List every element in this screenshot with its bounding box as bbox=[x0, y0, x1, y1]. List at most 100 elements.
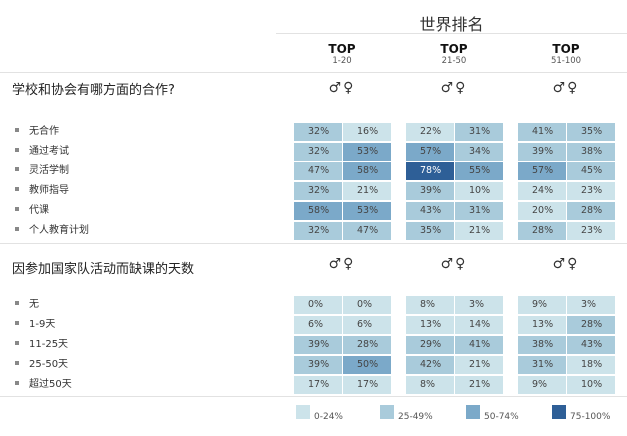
heatmap-cell: 9% bbox=[518, 376, 566, 394]
heatmap-cell: 39% bbox=[406, 182, 454, 200]
gender-symbols: ♂♀ bbox=[328, 256, 356, 272]
heatmap-cell: 47% bbox=[343, 222, 391, 240]
heatmap-cell: 28% bbox=[567, 202, 615, 220]
heatmap-cell: 53% bbox=[343, 202, 391, 220]
heatmap-cell: 20% bbox=[518, 202, 566, 220]
heatmap-cell: 3% bbox=[567, 296, 615, 314]
bullet-icon bbox=[15, 167, 19, 171]
heatmap-cell: 32% bbox=[294, 123, 342, 141]
column-header-top: TOP bbox=[552, 42, 580, 56]
row-label-text: 无合作 bbox=[29, 126, 59, 137]
row-label: 25-50天 bbox=[15, 356, 68, 374]
bullet-icon bbox=[15, 381, 19, 385]
heatmap-cell: 31% bbox=[455, 123, 503, 141]
heatmap-cell: 23% bbox=[567, 222, 615, 240]
row-label: 超过50天 bbox=[15, 376, 72, 394]
gender-symbols: ♂♀ bbox=[440, 256, 468, 272]
heatmap-cell: 28% bbox=[518, 222, 566, 240]
bullet-icon bbox=[15, 227, 19, 231]
heatmap-cell: 16% bbox=[343, 123, 391, 141]
heatmap-cell: 78% bbox=[406, 162, 454, 180]
heatmap-cell: 43% bbox=[567, 336, 615, 354]
gender-symbols: ♂♀ bbox=[328, 80, 356, 96]
header-divider bbox=[276, 33, 627, 34]
legend-label: 50-74% bbox=[484, 412, 519, 422]
heatmap-cell: 45% bbox=[567, 162, 615, 180]
section-title: 学校和协会有哪方面的合作? bbox=[12, 83, 175, 98]
column-header-range: 51-100 bbox=[550, 56, 582, 66]
heatmap-cell: 17% bbox=[294, 376, 342, 394]
row-label: 11-25天 bbox=[15, 336, 68, 354]
heatmap-cell: 34% bbox=[455, 143, 503, 161]
heatmap-cell: 6% bbox=[343, 316, 391, 334]
heatmap-cell: 42% bbox=[406, 356, 454, 374]
gender-symbols: ♂♀ bbox=[552, 80, 580, 96]
chart-title: 世界排名 bbox=[419, 15, 484, 34]
row-label-text: 代课 bbox=[29, 205, 49, 216]
column-header-top: TOP bbox=[328, 42, 356, 56]
heatmap-cell: 58% bbox=[294, 202, 342, 220]
heatmap-cell: 28% bbox=[343, 336, 391, 354]
heatmap-cell: 31% bbox=[518, 356, 566, 374]
legend-label: 25-49% bbox=[398, 412, 433, 422]
heatmap-cell: 32% bbox=[294, 182, 342, 200]
bullet-icon bbox=[15, 321, 19, 325]
row-label-text: 无 bbox=[29, 299, 39, 310]
column-header: TOP 51-100 bbox=[516, 43, 616, 67]
legend-label: 75-100% bbox=[570, 412, 611, 422]
heatmap-cell: 32% bbox=[294, 143, 342, 161]
heatmap-cell: 35% bbox=[406, 222, 454, 240]
gender-symbols: ♂♀ bbox=[552, 256, 580, 272]
row-label-text: 教师指导 bbox=[29, 185, 69, 196]
heatmap-cell: 9% bbox=[518, 296, 566, 314]
legend-swatch bbox=[466, 405, 480, 419]
bullet-icon bbox=[15, 187, 19, 191]
heatmap-cell: 6% bbox=[294, 316, 342, 334]
section-divider-top bbox=[0, 72, 627, 73]
heatmap-cell: 24% bbox=[518, 182, 566, 200]
heatmap-cell: 41% bbox=[518, 123, 566, 141]
row-label: 灵活学制 bbox=[15, 162, 69, 180]
row-label-text: 超过50天 bbox=[29, 379, 72, 390]
row-label-text: 个人教育计划 bbox=[29, 225, 89, 236]
bullet-icon bbox=[15, 128, 19, 132]
heatmap-cell: 29% bbox=[406, 336, 454, 354]
heatmap-cell: 17% bbox=[343, 376, 391, 394]
heatmap-cell: 14% bbox=[455, 316, 503, 334]
bullet-icon bbox=[15, 148, 19, 152]
heatmap-cell: 10% bbox=[567, 376, 615, 394]
heatmap-cell: 8% bbox=[406, 376, 454, 394]
legend-swatch bbox=[380, 405, 394, 419]
section-title: 因参加国家队活动而缺课的天数 bbox=[12, 262, 195, 277]
heatmap-cell: 13% bbox=[518, 316, 566, 334]
bullet-icon bbox=[15, 341, 19, 345]
section-divider-bottom bbox=[0, 396, 627, 397]
row-label: 代课 bbox=[15, 202, 49, 220]
section-divider-middle bbox=[0, 243, 627, 244]
heatmap-cell: 21% bbox=[343, 182, 391, 200]
heatmap-cell: 8% bbox=[406, 296, 454, 314]
legend-swatch bbox=[296, 405, 310, 419]
gender-symbols: ♂♀ bbox=[440, 80, 468, 96]
heatmap-cell: 38% bbox=[567, 143, 615, 161]
heatmap-cell: 0% bbox=[343, 296, 391, 314]
heatmap-cell: 21% bbox=[455, 376, 503, 394]
heatmap-cell: 22% bbox=[406, 123, 454, 141]
row-label-text: 通过考试 bbox=[29, 146, 69, 157]
heatmap-cell: 10% bbox=[455, 182, 503, 200]
legend-label: 0-24% bbox=[314, 412, 343, 422]
heatmap-cell: 53% bbox=[343, 143, 391, 161]
heatmap-cell: 35% bbox=[567, 123, 615, 141]
heatmap-cell: 32% bbox=[294, 222, 342, 240]
heatmap-cell: 39% bbox=[294, 356, 342, 374]
heatmap-cell: 43% bbox=[406, 202, 454, 220]
heatmap-cell: 58% bbox=[343, 162, 391, 180]
column-header-top: TOP bbox=[440, 42, 468, 56]
column-header: TOP 1-20 bbox=[292, 43, 392, 67]
heatmap-cell: 57% bbox=[406, 143, 454, 161]
heatmap-cell: 39% bbox=[518, 143, 566, 161]
heatmap-cell: 21% bbox=[455, 356, 503, 374]
column-header-range: 21-50 bbox=[441, 56, 467, 66]
heatmap-cell: 21% bbox=[455, 222, 503, 240]
bullet-icon bbox=[15, 361, 19, 365]
